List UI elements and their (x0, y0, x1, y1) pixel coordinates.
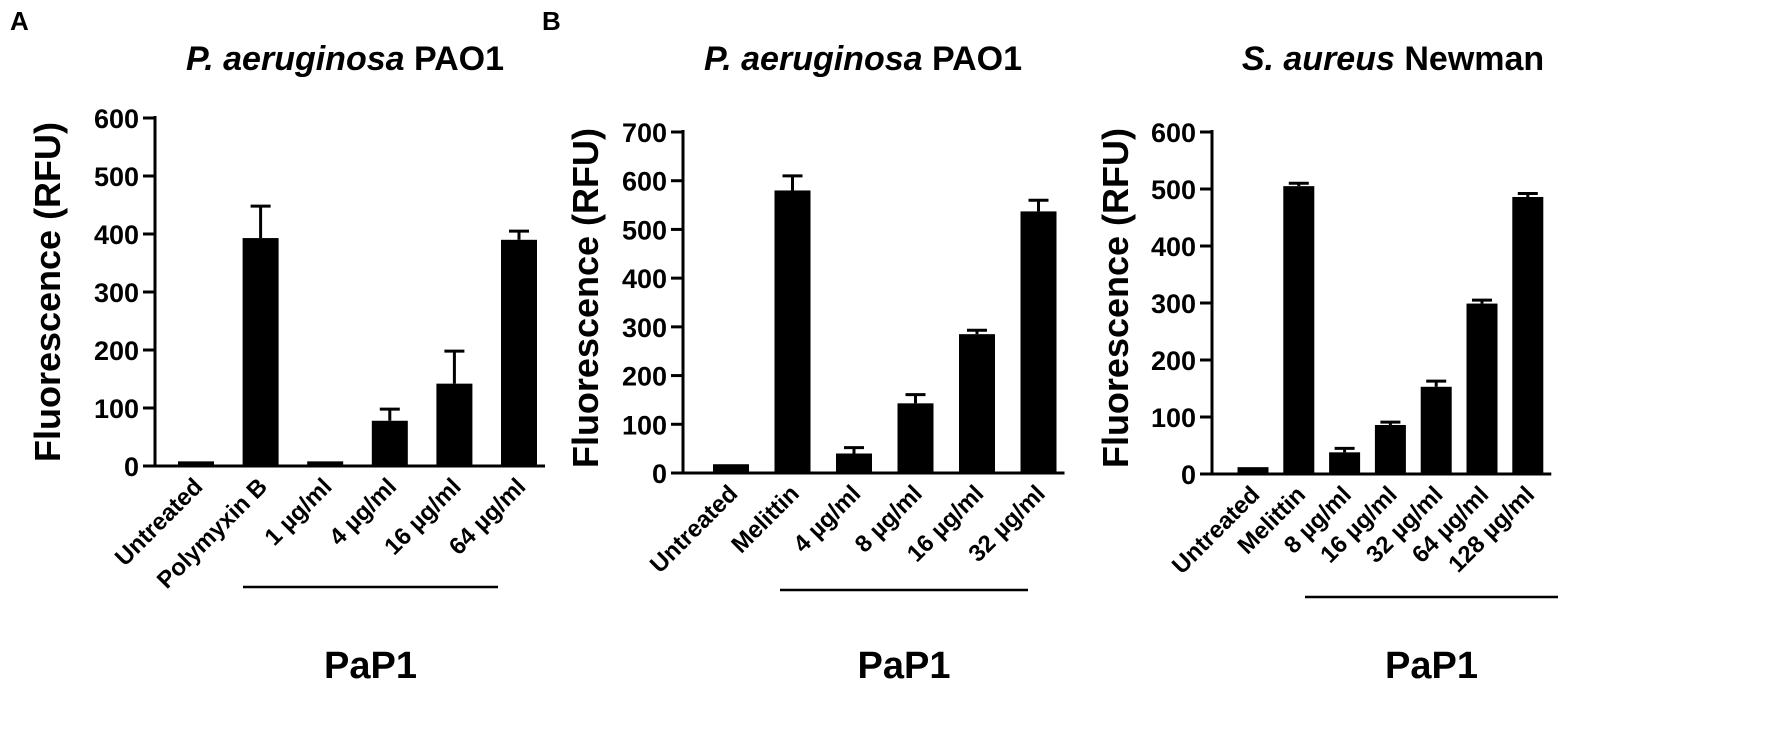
chart-title-italic: P. aeruginosa (704, 40, 923, 78)
bar (836, 453, 872, 473)
bar (242, 238, 279, 466)
chart-title: P. aeruginosa PAO1 (186, 40, 504, 78)
y-tick-label: 400 (1151, 232, 1196, 262)
y-tick-label: 500 (94, 162, 139, 192)
bar (371, 420, 408, 466)
bar (959, 334, 995, 473)
chart-panel-1: A P. aeruginosa PAO1 Fluorescence (RFU) 0 10… (10, 6, 545, 687)
bar (1512, 196, 1544, 475)
bar (436, 383, 473, 466)
chart-panel-3: S. aureus Newman Fluorescence (RFU) 0 100 20… (1095, 40, 1558, 687)
chart-panel-2: B P. aeruginosa PAO1 Fluorescence (RFU) 0 10… (542, 6, 1065, 687)
panel-letter: B (542, 6, 561, 36)
bar (1237, 467, 1269, 474)
bar (1283, 186, 1315, 474)
y-tick-label: 500 (622, 215, 667, 245)
y-tick-label: 200 (622, 362, 667, 392)
y-tick-label: 600 (94, 104, 139, 134)
bar (1420, 386, 1452, 474)
y-tick-label: 0 (124, 452, 139, 482)
chart-title-rest: Newman (1395, 40, 1544, 78)
y-tick-label: 100 (1151, 403, 1196, 433)
group-label: PaP1 (1385, 645, 1478, 687)
y-tick-label: 100 (622, 410, 667, 440)
x-tick-label: 4 µg/ml (788, 480, 866, 558)
y-axis-label: Fluorescence (RFU) (565, 128, 606, 468)
chart-title: S. aureus Newman (1242, 40, 1544, 78)
bar (713, 464, 749, 473)
x-tick-label: Melittin (726, 480, 804, 558)
y-tick-label: 0 (652, 459, 667, 489)
y-tick-label: 600 (622, 167, 667, 197)
y-tick-label: 700 (622, 118, 667, 148)
y-tick-label: 500 (1151, 175, 1196, 205)
y-tick-label: 200 (1151, 346, 1196, 376)
y-tick-label: 200 (94, 336, 139, 366)
bar (1374, 424, 1406, 474)
y-tick-label: 100 (94, 394, 139, 424)
y-tick-label: 400 (94, 220, 139, 250)
panel-letter: A (10, 6, 29, 36)
bar (1329, 452, 1361, 474)
chart-title-italic: P. aeruginosa (186, 40, 405, 78)
x-tick-label: 1 µg/ml (260, 473, 338, 551)
group-label: PaP1 (324, 645, 417, 687)
y-tick-label: 600 (1151, 118, 1196, 148)
y-axis-label: Fluorescence (RFU) (27, 122, 68, 462)
y-tick-label: 300 (622, 313, 667, 343)
bar (501, 239, 537, 466)
bar (774, 190, 811, 473)
bar (178, 461, 214, 466)
y-tick-label: 300 (1151, 289, 1196, 319)
bar (1466, 303, 1498, 474)
x-tick-label: Untreated (645, 480, 743, 578)
y-tick-label: 400 (622, 264, 667, 294)
group-label: PaP1 (858, 645, 951, 687)
y-tick-label: 0 (1181, 460, 1196, 490)
bar (307, 461, 344, 466)
bar (897, 403, 934, 473)
y-tick-label: 300 (94, 278, 139, 308)
bar (1020, 211, 1057, 473)
chart-title-rest: PAO1 (405, 40, 505, 78)
chart-title-rest: PAO1 (923, 40, 1023, 78)
chart-title-italic: S. aureus (1242, 40, 1395, 78)
y-axis-label: Fluorescence (RFU) (1095, 128, 1136, 468)
chart-title: P. aeruginosa PAO1 (704, 40, 1022, 78)
